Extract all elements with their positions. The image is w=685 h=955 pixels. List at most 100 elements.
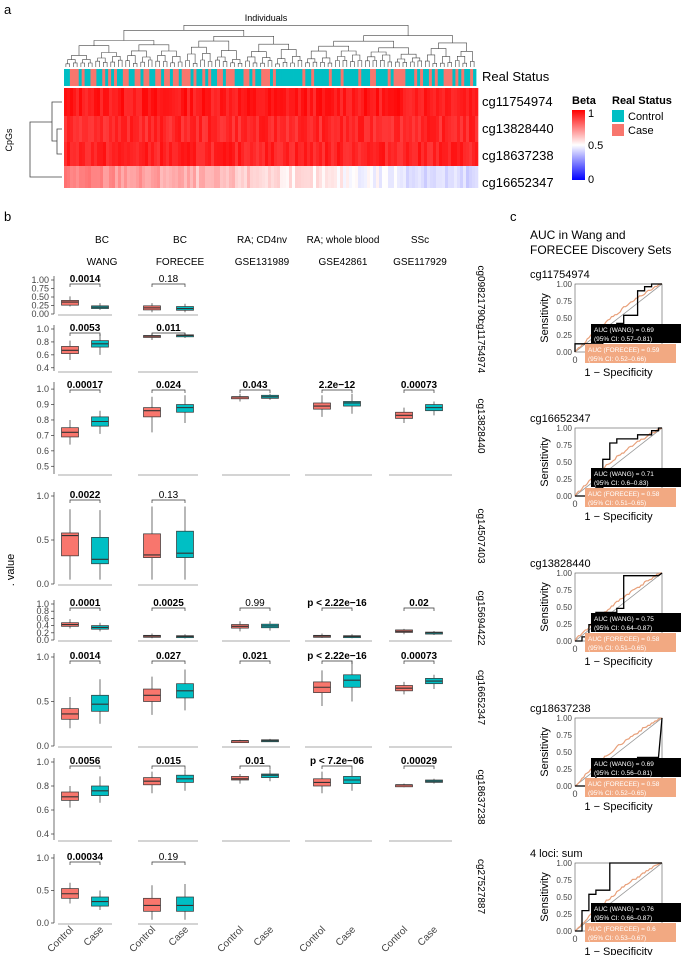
heatmap-cell <box>190 88 194 116</box>
heatmap-cell <box>310 142 314 166</box>
heatmap-cell <box>145 166 149 188</box>
dendrogram-branch <box>462 62 467 67</box>
heatmap-cell <box>166 166 170 188</box>
heatmap-cell <box>370 142 374 166</box>
heatmap-cell <box>184 116 188 142</box>
roc-y-tick: 1.00 <box>556 424 572 433</box>
heatmap-cell <box>223 116 227 142</box>
heatmap-cell <box>127 116 131 142</box>
auc-forecee-box <box>585 923 676 942</box>
pvalue-label: 0.0001 <box>70 598 101 609</box>
roc-curve-wang <box>574 283 662 352</box>
heatmap-cell <box>277 166 281 188</box>
heatmap-cell <box>106 88 110 116</box>
heatmap-cell <box>259 88 263 116</box>
status-cell <box>111 69 115 86</box>
heatmap-cell <box>319 116 323 142</box>
heatmap-cell <box>142 88 146 116</box>
heatmap-cell <box>304 88 308 116</box>
roc-y-tick: 0.00 <box>556 927 572 936</box>
group-line2: GSE131989 <box>235 257 290 268</box>
dendrogram-branch <box>88 62 93 67</box>
heatmap-cell <box>253 116 257 142</box>
heatmap-cell <box>433 116 437 142</box>
heatmap-cell <box>445 88 449 116</box>
status-cell <box>87 69 91 86</box>
heatmap-cell <box>400 166 404 188</box>
heatmap-cell <box>181 166 185 188</box>
heatmap-cell <box>253 88 257 116</box>
status-cell <box>396 69 400 86</box>
status-cell <box>231 69 236 86</box>
pvalue-label: 0.0053 <box>70 323 101 334</box>
heatmap-cell <box>178 116 182 142</box>
heatmap-cell <box>250 142 254 166</box>
box-case <box>91 537 109 565</box>
dendrogram-branch <box>275 63 280 67</box>
heatmap-cell <box>304 116 308 142</box>
heatmap-cell <box>373 142 377 166</box>
heatmap-cell <box>190 116 194 142</box>
heatmap-cell <box>226 88 230 116</box>
heatmap-cell <box>466 142 470 166</box>
roc-xlabel: 1 − Specificity <box>584 367 653 379</box>
status-cell <box>99 69 103 86</box>
boxplot-row: 1.0 0.8 0.6 0.4 0.0053 0.011 cg11754974 <box>36 319 486 374</box>
dendrogram-branch <box>103 62 108 67</box>
heatmap-cell <box>352 88 356 116</box>
heatmap-cell <box>280 142 284 166</box>
status-cell <box>228 69 233 86</box>
heatmap-cell <box>397 142 401 166</box>
heatmap-cell <box>100 116 104 142</box>
heatmap-cell <box>466 116 470 142</box>
status-cell <box>314 69 318 86</box>
heatmap-cell <box>238 166 242 188</box>
row-label-2: cg13828440 <box>482 121 554 136</box>
group-line2: GSE42861 <box>319 257 368 268</box>
pvalue-bracket <box>151 607 186 611</box>
auc-forecee-box <box>585 488 676 507</box>
heatmap-cell <box>73 88 77 116</box>
heatmap-cell <box>406 142 410 166</box>
status-cell <box>328 69 333 86</box>
heatmap-cell <box>352 116 356 142</box>
heatmap-cell <box>364 88 368 116</box>
heatmap-cell <box>427 166 431 188</box>
x-label-control: Control <box>128 924 159 955</box>
dendrogram-branch <box>282 62 288 67</box>
heatmap-cell <box>244 88 248 116</box>
heatmap-cell <box>256 88 260 116</box>
boxplot-x-labels: Control Case Control Case Control Case Control… <box>46 924 441 955</box>
heatmap-cell <box>196 116 200 142</box>
heatmap-cell <box>82 116 86 142</box>
status-cell <box>275 69 280 86</box>
auc-wang-box <box>591 903 681 922</box>
status-cell <box>196 69 200 86</box>
pvalue-bracket <box>403 660 435 664</box>
heatmap-cell <box>343 116 347 142</box>
pvalue-bracket <box>151 660 186 664</box>
heatmap-cell <box>223 88 227 116</box>
heatmap-cell <box>64 166 68 188</box>
heatmap-cell <box>340 116 344 142</box>
heatmap-cell <box>187 116 191 142</box>
heatmap-cell <box>451 166 455 188</box>
heatmap-cell <box>268 88 272 116</box>
heatmap-cell <box>175 116 179 142</box>
status-cell <box>467 69 471 86</box>
heatmap-cell <box>178 142 182 166</box>
heatmap-cell <box>82 88 86 116</box>
pvalue-bracket <box>69 499 101 503</box>
heatmap-cell <box>334 166 338 188</box>
group-line1: SSc <box>411 235 429 246</box>
heatmap-cell <box>160 142 164 166</box>
pvalue-label: 0.043 <box>242 380 267 391</box>
dendrogram-branch <box>312 61 318 67</box>
heatmap-cell <box>343 166 347 188</box>
heatmap-cell <box>415 166 419 188</box>
status-cell <box>125 69 130 86</box>
heatmap-cell <box>142 166 146 188</box>
heatmap-cell <box>118 88 122 116</box>
roc-x-tick: 0 <box>572 789 577 799</box>
heatmap-cell <box>79 166 83 188</box>
